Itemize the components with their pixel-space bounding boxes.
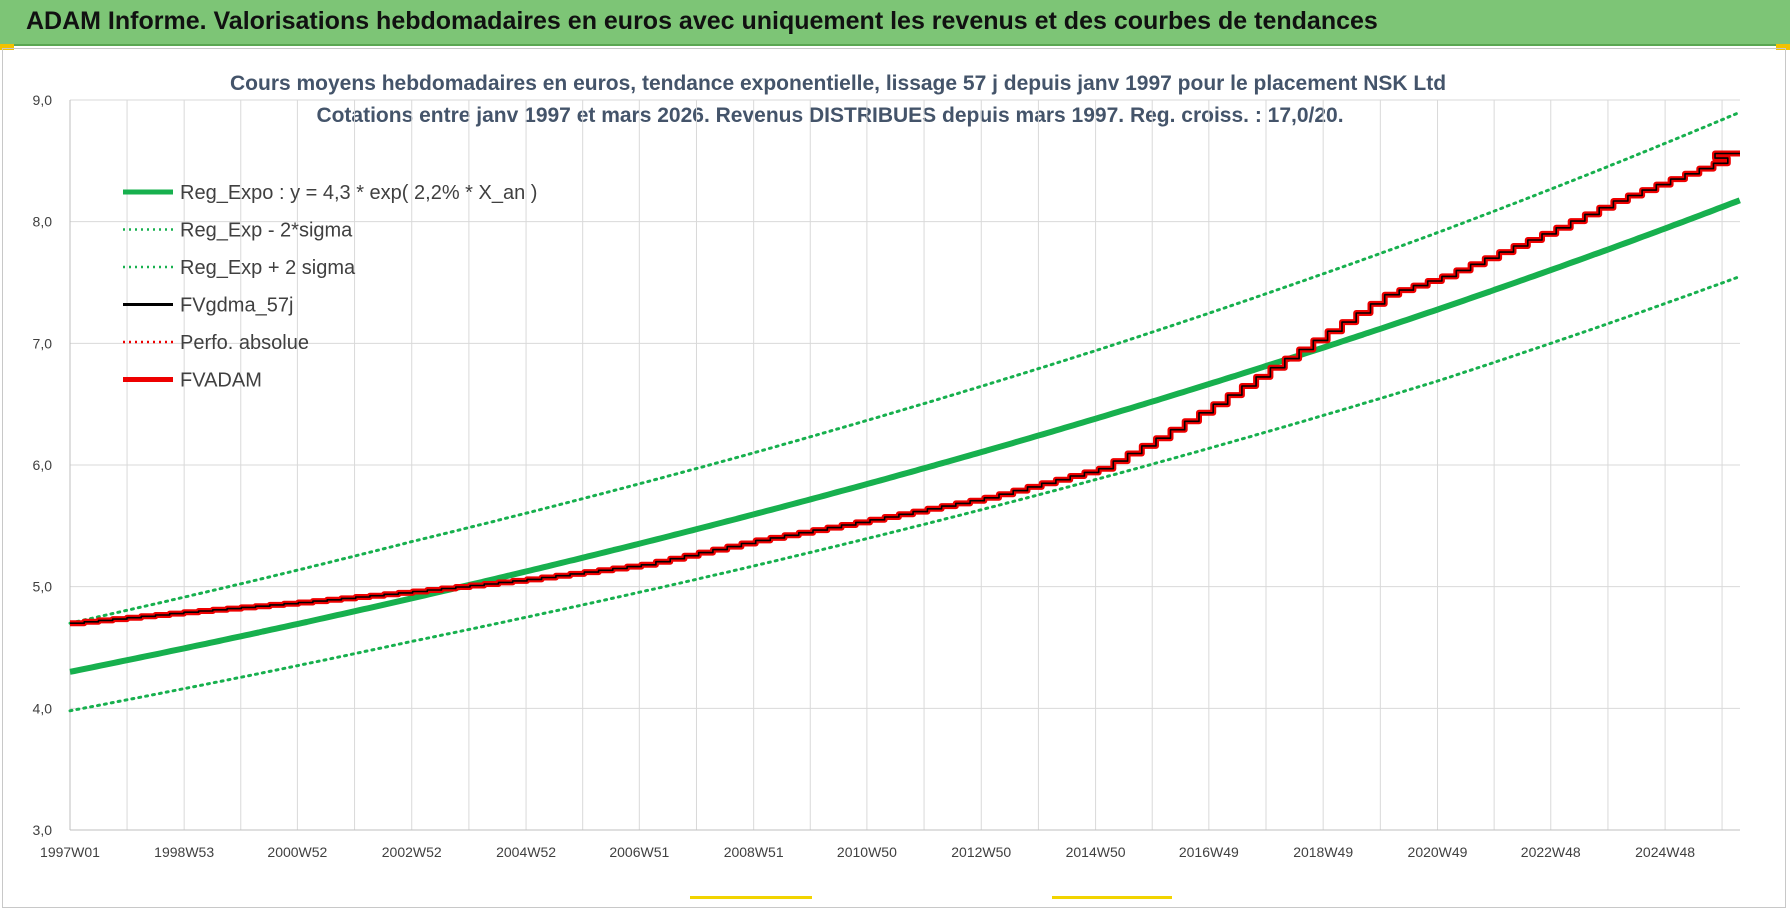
report-title: ADAM Informe. Valorisations hebdomadaire… <box>26 7 1378 35</box>
y-tick-label: 8,0 <box>33 214 53 230</box>
y-tick-label: 9,0 <box>33 92 53 108</box>
series-line-fvgdma-57j <box>70 152 1740 625</box>
x-tick-label: 2024W48 <box>1635 844 1695 860</box>
x-tick-label: 2008W51 <box>724 844 784 860</box>
y-tick-label: 4,0 <box>33 700 53 716</box>
corner-marker-right <box>1776 44 1790 50</box>
y-tick-label: 6,0 <box>33 457 53 473</box>
series-line-reg-exp-2-sigma <box>68 274 1742 713</box>
y-tick-label: 5,0 <box>33 579 53 595</box>
bottom-accent-right <box>1052 896 1172 899</box>
y-tick-label: 7,0 <box>33 335 53 351</box>
chart-frame <box>2 48 1786 908</box>
x-tick-label: 2006W51 <box>609 844 669 860</box>
x-tick-label: 2020W49 <box>1408 844 1468 860</box>
x-tick-label: 2012W50 <box>951 844 1011 860</box>
report-banner: ADAM Informe. Valorisations hebdomadaire… <box>0 0 1790 46</box>
x-tick-label: 2002W52 <box>382 844 442 860</box>
x-tick-label: 2010W50 <box>837 844 897 860</box>
series-line-reg-expo-y-4-3-exp-2-2-x-an <box>69 197 1741 675</box>
x-tick-label: 2016W49 <box>1179 844 1239 860</box>
legend-label: Reg_Exp - 2*sigma <box>180 220 353 242</box>
y-tick-label: 3,0 <box>33 822 53 838</box>
legend-label: Reg_Exp + 2 sigma <box>180 257 356 279</box>
x-tick-label: 2022W48 <box>1521 844 1581 860</box>
x-tick-label: 1997W01 <box>40 844 100 860</box>
x-tick-label: 2004W52 <box>496 844 556 860</box>
chart-title: Cours moyens hebdomadaires en euros, ten… <box>230 72 1447 95</box>
x-tick-label: 1998W53 <box>154 844 214 860</box>
legend-label: FVgdma_57j <box>180 295 293 317</box>
series-line-reg-exp-2-sigma <box>68 110 1742 625</box>
legend-label: Reg_Expo : y = 4,3 * exp( 2,2% * X_an ) <box>180 182 537 204</box>
x-tick-label: 2000W52 <box>267 844 327 860</box>
x-tick-label: 2018W49 <box>1293 844 1353 860</box>
legend-label: Perfo. absolue <box>180 332 309 354</box>
corner-marker-left <box>0 44 14 50</box>
bottom-accent-left <box>690 896 812 899</box>
legend-label: FVADAM <box>180 370 262 392</box>
chart-subtitle: Cotations entre janv 1997 et mars 2026. … <box>316 104 1344 127</box>
x-tick-label: 2014W50 <box>1066 844 1126 860</box>
